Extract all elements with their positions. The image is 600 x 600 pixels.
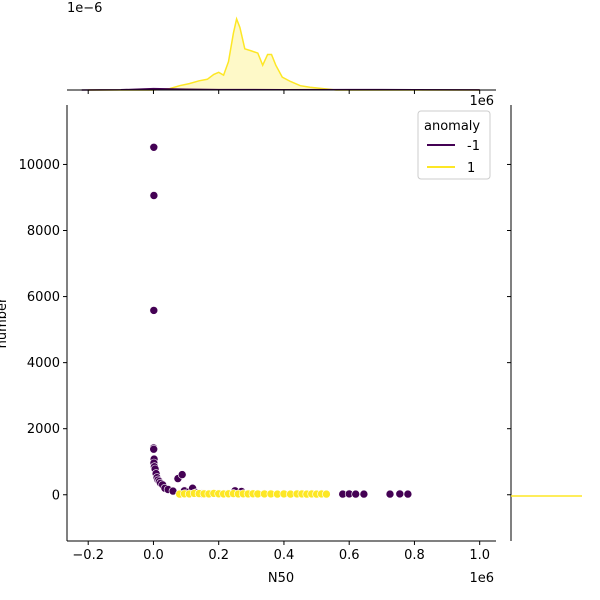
- x-tick-label: 0.0: [143, 548, 164, 563]
- y-axis-ticks: 0 2000 4000 6000 8000 10000: [19, 158, 67, 503]
- scatter-point-neg1: [149, 306, 159, 315]
- x-tick-label: −0.2: [72, 548, 104, 563]
- legend-title: anomaly: [424, 119, 480, 134]
- top-marginal: 1e−6: [67, 1, 496, 94]
- x-axis-label: N50: [268, 571, 294, 586]
- top-marginal-curves: [81, 16, 480, 91]
- x-offset-label-top: 1e6: [469, 94, 494, 109]
- y-tick-label: 2000: [27, 422, 60, 437]
- scatter-point-neg1: [351, 489, 361, 499]
- y-tick-label: 0: [52, 488, 60, 503]
- scatter-point-neg1: [395, 489, 405, 499]
- y-tick-label: 8000: [27, 224, 60, 239]
- scatter-point-neg1: [385, 489, 395, 499]
- y-tick-label: 10000: [19, 158, 60, 173]
- y-tick-label: 6000: [27, 290, 60, 305]
- top-marginal-ticks: [87, 90, 481, 94]
- legend-label-pos1: 1: [467, 161, 475, 176]
- legend: anomaly -1 1: [417, 110, 491, 180]
- kde-curve-pos1: [88, 16, 480, 91]
- scatter-point-neg1: [149, 191, 159, 200]
- scatter-point-neg1: [149, 143, 159, 152]
- scatter-point-neg1: [177, 470, 187, 479]
- x-tick-label: 1.0: [469, 548, 490, 563]
- legend-label-neg1: -1: [467, 139, 480, 154]
- x-tick-label: 0.8: [404, 548, 425, 563]
- scatter-points: [149, 143, 413, 499]
- x-axis-ticks: −0.2 0.0 0.2 0.4 0.6 0.8 1.0: [72, 541, 490, 563]
- x-tick-label: 0.2: [208, 548, 229, 563]
- x-tick-label: 0.6: [339, 548, 360, 563]
- main-plot: −0.2 0.0 0.2 0.4 0.6 0.8 1.0 0 2000 4000 6000 8000…: [0, 94, 496, 586]
- scatter-point-pos1: [322, 489, 331, 499]
- kde-fill-pos1: [88, 19, 480, 90]
- scatter-point-neg1: [403, 489, 413, 499]
- x-tick-label: 0.4: [274, 548, 295, 563]
- right-marginal-ticks: [507, 163, 511, 496]
- top-marginal-offset-label: 1e−6: [67, 1, 102, 16]
- scatter-point-neg1: [149, 444, 158, 454]
- y-tick-label: 4000: [27, 356, 60, 371]
- scatter-point-neg1: [359, 489, 369, 499]
- y-axis-label: number: [0, 297, 10, 348]
- x-offset-label: 1e6: [469, 571, 494, 586]
- right-marginal: [507, 105, 582, 541]
